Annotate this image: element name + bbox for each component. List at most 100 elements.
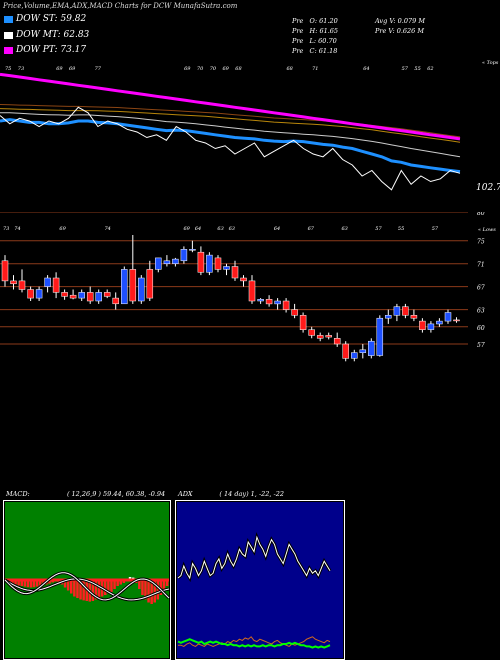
top-tick-label: 69	[56, 66, 63, 72]
top-tick-label: 70	[197, 66, 204, 72]
top-tick-label: 69	[184, 66, 191, 72]
macd-histogram-bar	[66, 580, 70, 591]
candle	[333, 332, 341, 347]
low-tick-label: 55	[398, 226, 404, 232]
macd-histogram-bar	[119, 580, 122, 585]
macd-histogram-bar	[165, 580, 169, 586]
legend-label: DOW PT:	[16, 45, 58, 55]
macd-histogram-bar	[159, 580, 163, 595]
stat-avg-volume: Avg V: 0.079 M	[375, 17, 425, 25]
plus-di-line	[178, 636, 331, 647]
candle	[197, 246, 205, 276]
candle	[385, 309, 392, 324]
low-tick-label: 63	[342, 226, 348, 232]
low-tick-label: 74	[105, 226, 111, 232]
stat-open: Pre O: 61.20	[292, 17, 338, 25]
macd-histogram-bar	[63, 580, 67, 588]
legend-dow-mt: DOW MT: 62.83	[4, 30, 89, 40]
y-tick-label: 80	[477, 212, 485, 217]
legend-label: DOW MT:	[16, 30, 61, 40]
candle	[163, 255, 171, 267]
candle	[223, 263, 230, 276]
y-tick-label: 67	[477, 285, 485, 292]
macd-histogram-bar	[73, 580, 76, 597]
macd-histogram-bar	[144, 580, 147, 600]
candle	[427, 321, 435, 333]
candle	[214, 255, 222, 273]
candle	[35, 286, 43, 301]
candle	[265, 295, 273, 307]
macd-histogram-bar	[79, 580, 82, 600]
legend-value: 73.17	[60, 45, 87, 55]
top-tick-label: 71	[312, 66, 318, 72]
chart-title: Price,Volume,EMA,ADX,MACD Charts for DCW…	[3, 2, 238, 10]
top-tick-label: 62	[427, 66, 433, 72]
macd-histogram-bar	[35, 580, 39, 587]
low-tick-label: 69	[184, 226, 191, 232]
legend-dow-pt: DOW PT: 73.17	[4, 45, 86, 55]
candle	[402, 303, 409, 319]
candlestick-chart: 73 74 69 74 69 64 63 63 64 67 63 57 55 57 « Lows 80 75…	[0, 212, 496, 362]
macd-histogram-bar	[17, 580, 20, 586]
candle	[146, 260, 154, 301]
tops-label: « Tops	[482, 60, 499, 66]
legend-swatch-st-icon	[4, 15, 13, 23]
ema-line-mt	[0, 112, 461, 158]
macd-histogram-bar	[116, 580, 119, 586]
macd-histogram-bar	[150, 580, 153, 604]
macd-chart	[3, 500, 171, 660]
candle	[436, 318, 443, 327]
top-tick-label: 57	[402, 66, 409, 72]
candle	[121, 266, 128, 305]
low-tick-label: 74	[14, 226, 20, 232]
top-tick-label: 64	[363, 66, 369, 72]
macd-histogram-bar	[156, 580, 160, 600]
ema-line-close	[0, 106, 461, 191]
ema-line-pt	[0, 72, 461, 141]
macd-histogram-bar	[107, 580, 110, 594]
candle	[206, 252, 213, 276]
y-tick-label: 63	[477, 308, 485, 315]
candle	[231, 260, 239, 281]
macd-histogram-bar	[76, 580, 79, 598]
candle	[95, 289, 102, 304]
candle	[240, 275, 247, 287]
candle	[129, 235, 137, 304]
macd-histogram-bar	[91, 580, 95, 601]
candle	[172, 257, 179, 267]
ema-line-lt1	[0, 108, 461, 143]
candle	[410, 309, 418, 322]
low-tick-label: 73	[3, 226, 9, 232]
candle	[112, 292, 119, 310]
macd-histogram-bar	[32, 580, 36, 588]
candle	[78, 289, 85, 301]
candle	[86, 286, 94, 304]
macd-histogram-bar	[14, 580, 17, 585]
low-tick-label: 64	[274, 226, 280, 232]
top-tick-label: 75	[5, 66, 11, 72]
candle	[18, 269, 26, 293]
legend-dow-st: DOW ST: 59.82	[4, 14, 86, 24]
candle	[368, 338, 375, 359]
top-tick-label: 55	[414, 66, 420, 72]
adx-line	[177, 535, 331, 580]
low-tick-label: 57	[375, 226, 382, 232]
low-tick-label: 64	[195, 226, 201, 232]
macd-histogram-bar	[153, 580, 156, 603]
candle	[52, 272, 60, 299]
macd-histogram-bar	[162, 580, 166, 591]
top-tick-label: 68	[235, 66, 241, 72]
low-tick-label: 57	[432, 226, 439, 232]
candle	[248, 275, 256, 304]
low-tick-label: 69	[59, 226, 66, 232]
macd-histogram-bar	[20, 580, 23, 586]
stat-close: Pre C: 61.18	[292, 47, 338, 55]
candle	[27, 286, 34, 301]
y-tick-label: 57	[477, 342, 485, 349]
candle	[44, 275, 51, 293]
candle	[376, 315, 384, 357]
stat-prev-volume: Pre V: 0.626 M	[375, 27, 425, 35]
macd-histogram-bar	[48, 580, 51, 584]
candle	[308, 326, 315, 339]
y-tick-label: 71	[477, 262, 485, 269]
